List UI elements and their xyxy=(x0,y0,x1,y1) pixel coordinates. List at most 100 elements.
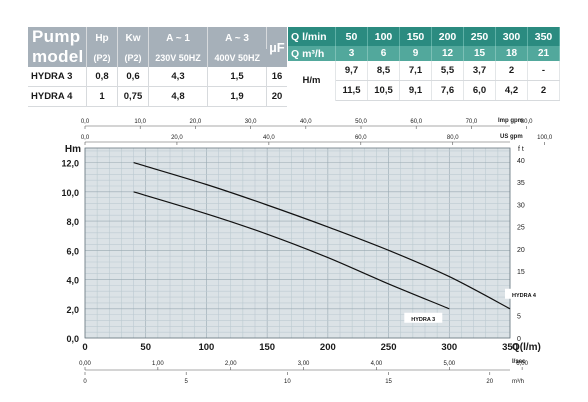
right-tick-label: 5 xyxy=(517,314,521,321)
flow-lmin-label: Q l/min xyxy=(288,27,336,46)
x-axis-label: Q(l/m) xyxy=(512,342,541,353)
right-tick-label: 20 xyxy=(517,247,525,254)
head-value: 6,0 xyxy=(463,80,496,101)
imp-gpm-tick-label: 10,0 xyxy=(134,119,146,125)
hp-value: 0,8 xyxy=(86,67,118,87)
model-name: HYDRA 3 xyxy=(28,67,87,87)
series-label-box xyxy=(404,312,443,323)
table-row: 11,5 10,5 9,1 7,6 6,0 4,2 2 xyxy=(288,80,560,101)
x-tick-label: 350 xyxy=(502,342,518,353)
series-label: HYDRA 4 xyxy=(512,293,537,299)
a1-header: A ~ 1 xyxy=(148,27,208,50)
x-tick-label: 0 xyxy=(82,342,87,353)
head-label: H/m xyxy=(288,61,336,101)
us-gpm-label: US gpm xyxy=(500,134,523,140)
y-axis-label: Hm xyxy=(65,144,81,155)
us-gpm-tick-label: 20,0 xyxy=(171,135,183,141)
flow-value: 50 xyxy=(335,27,368,46)
pump-specs-table: Pump model Hp Kw A ~ 1 A ~ 3 µF (P2) (P2… xyxy=(28,27,287,107)
imp-gpm-tick-label: 20,0 xyxy=(190,119,202,125)
lsec-tick-label: 3,00 xyxy=(298,361,310,367)
flow-value: 350 xyxy=(527,27,560,46)
head-value: 4,2 xyxy=(495,80,528,101)
hp-value: 1 xyxy=(86,86,118,107)
plot-area xyxy=(85,148,510,338)
flow-value: 100 xyxy=(367,27,400,46)
head-value: 9,7 xyxy=(335,61,368,81)
table-row: H/m 9,7 8,5 7,1 5,5 3,7 2 - xyxy=(288,61,560,101)
a1-subheader: 230V 50HZ xyxy=(148,49,208,67)
a1-value: 4,8 xyxy=(148,86,208,107)
y-tick-label: 6,0 xyxy=(66,246,79,256)
flow-m3-value: 18 xyxy=(495,46,528,61)
a3-value: 1,9 xyxy=(207,86,267,107)
right-tick-label: 25 xyxy=(517,225,525,232)
y-tick-label: 2,0 xyxy=(66,305,79,315)
head-value: 11,5 xyxy=(335,80,368,101)
series-label: HYDRA 3 xyxy=(411,317,435,323)
m3h-label: m³/h xyxy=(512,379,524,385)
lsec-tick-label: 1,00 xyxy=(152,361,164,367)
x-tick-label: 200 xyxy=(320,342,336,353)
kw-header: Kw xyxy=(117,27,149,50)
hp-subheader: (P2) xyxy=(86,49,118,67)
head-value: 9,1 xyxy=(399,80,432,101)
flow-value: 250 xyxy=(463,27,496,46)
a3-header: A ~ 3 xyxy=(207,27,267,50)
uf-header: µF xyxy=(266,27,287,67)
head-value: 8,5 xyxy=(367,61,400,81)
m3h-tick-label: 15 xyxy=(385,379,392,385)
flow-m3-value: 9 xyxy=(399,46,432,61)
flow-m3-value: 3 xyxy=(335,46,368,61)
a3-value: 1,5 xyxy=(207,67,267,87)
lsec-label: l/sec xyxy=(512,359,526,365)
x-tick-label: 250 xyxy=(381,342,397,353)
head-value: - xyxy=(527,61,560,81)
us-gpm-tick-label: 40,0 xyxy=(263,135,275,141)
model-name: HYDRA 4 xyxy=(28,86,87,107)
head-value: 5,5 xyxy=(431,61,464,81)
m3h-tick-label: 5 xyxy=(185,379,189,385)
flow-m3-value: 12 xyxy=(431,46,464,61)
table-row: HYDRA 3 0,8 0,6 4,3 1,5 16 xyxy=(28,67,287,87)
uf-value: 16 xyxy=(266,67,287,87)
right-tick-label: 15 xyxy=(517,269,525,276)
lsec-tick-label: 2,00 xyxy=(225,361,237,367)
imp-gpm-tick-label: 50,0 xyxy=(355,119,367,125)
us-gpm-tick-label: 0,0 xyxy=(81,135,90,141)
x-tick-label: 150 xyxy=(259,342,275,353)
y-tick-label: 0,0 xyxy=(66,334,79,344)
imp-gpm-tick-label: 80,0 xyxy=(521,119,533,125)
series-label-box xyxy=(505,288,543,299)
kw-value: 0,75 xyxy=(117,86,149,107)
kw-value: 0,6 xyxy=(117,67,149,87)
m3h-tick-label: 10 xyxy=(284,379,291,385)
series-line-hydra-4 xyxy=(133,162,511,310)
plot-border xyxy=(84,147,511,339)
right-tick-label: 0 xyxy=(517,336,521,343)
y-tick-label: 4,0 xyxy=(66,276,79,286)
right-tick-label: 30 xyxy=(517,202,525,209)
flow-m3-value: 21 xyxy=(527,46,560,61)
m3h-tick-label: 0 xyxy=(83,379,87,385)
m3h-tick-label: 20 xyxy=(486,379,493,385)
head-value: 2 xyxy=(527,80,560,101)
pump-model-line2: model xyxy=(32,47,84,66)
imp-gpm-tick-label: 70,0 xyxy=(466,119,478,125)
a1-value: 4,3 xyxy=(148,67,208,87)
us-gpm-tick-label: 60,0 xyxy=(355,135,367,141)
x-tick-label: 100 xyxy=(198,342,214,353)
us-gpm-tick-label: 80,0 xyxy=(447,135,459,141)
right-tick-label: 35 xyxy=(517,180,525,187)
head-value: 7,1 xyxy=(399,61,432,81)
flow-value: 200 xyxy=(431,27,464,46)
head-value: 10,5 xyxy=(367,80,400,101)
head-value: 7,6 xyxy=(431,80,464,101)
uf-value: 20 xyxy=(266,86,287,107)
flow-head-table: Q l/min 50 100 150 200 250 300 350 Q m³/… xyxy=(288,27,560,101)
x-tick-label: 300 xyxy=(441,342,457,353)
a3-subheader: 400V 50HZ xyxy=(207,49,267,67)
y-tick-label: 12,0 xyxy=(61,159,79,169)
lsec-tick-label: 5,00 xyxy=(443,361,455,367)
